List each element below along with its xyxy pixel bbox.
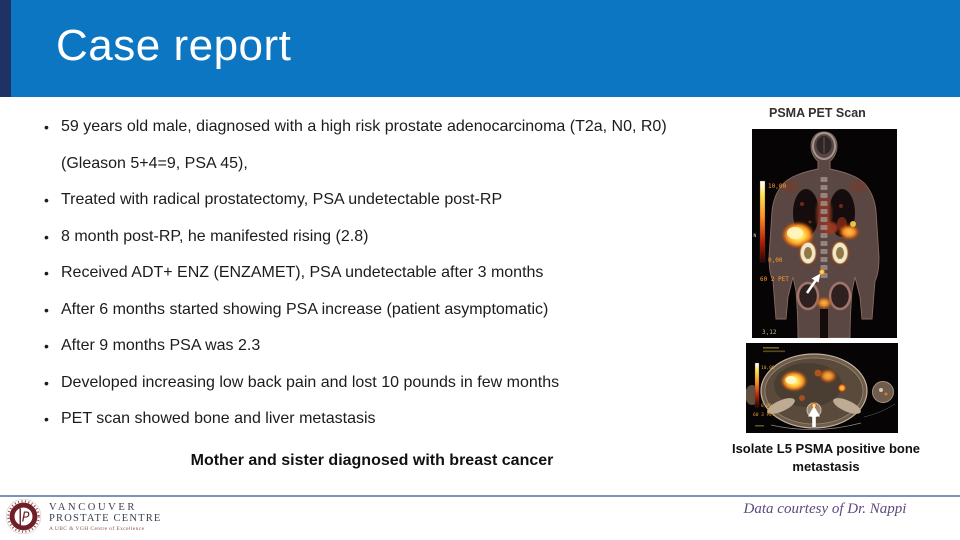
arm-cross-section <box>872 381 894 403</box>
svg-text:P: P <box>22 510 30 525</box>
bullet-item: Received ADT+ ENZ (ENZAMET), PSA undetec… <box>42 255 707 292</box>
vpc-logo: P VANCOUVER PROSTATE CENTRE A UBC & VGH … <box>5 498 162 535</box>
colorbar <box>754 362 760 408</box>
bullet-item: After 6 months started showing PSA incre… <box>42 292 707 329</box>
footer-rule <box>0 495 960 497</box>
pet-scan-axial-image: 10,00 0,00 60 3 PET <box>746 343 898 433</box>
bullet-item: Treated with radical prostatectomy, PSA … <box>42 182 707 219</box>
bullet-item: 59 years old male, diagnosed with a high… <box>42 109 707 182</box>
svg-text:10,00: 10,00 <box>768 183 786 190</box>
colorbar <box>759 180 766 263</box>
logo-seal-icon: P <box>5 498 42 535</box>
spine-column <box>820 177 828 278</box>
svg-text:60 3 PET: 60 3 PET <box>753 412 775 418</box>
accent-corner <box>0 0 11 97</box>
svg-text:0,00: 0,00 <box>768 257 783 264</box>
svg-text:3,12: 3,12 <box>762 329 777 336</box>
page-title: Case report <box>56 21 292 70</box>
svg-text:60 2 PET: 60 2 PET <box>760 276 789 283</box>
spleen-hotspot <box>838 224 860 240</box>
arrow-annotation-icon <box>805 273 821 294</box>
bullet-item: PET scan showed bone and liver metastasi… <box>42 401 707 438</box>
case-bullet-list: 59 years old male, diagnosed with a high… <box>42 109 707 438</box>
bladder-hotspot <box>816 297 832 309</box>
svg-text:10,00: 10,00 <box>761 365 775 371</box>
l5-metastasis-spot <box>819 269 825 275</box>
bullet-item: 8 month post-RP, he manifested rising (2… <box>42 219 707 256</box>
bullet-item: Developed increasing low back pain and l… <box>42 365 707 402</box>
pet-scan-coronal-image: 10,00 0,00 N 60 2 PET 3,12 <box>752 129 897 338</box>
logo-wordmark: VANCOUVER PROSTATE CENTRE A UBC & VGH Ce… <box>49 501 162 532</box>
arrow-annotation-icon <box>808 406 820 427</box>
bullet-item: After 9 months PSA was 2.3 <box>42 328 707 365</box>
scan-caption: Isolate L5 PSMA positive bone metastasis <box>731 441 921 474</box>
svg-text:0,00: 0,00 <box>761 403 772 409</box>
pet-scan-label: PSMA PET Scan <box>769 106 866 120</box>
emphasis-text: Mother and sister diagnosed with breast … <box>190 452 554 469</box>
credit-text: Data courtesy of Dr. Nappi <box>743 501 907 517</box>
svg-text:N: N <box>754 233 757 239</box>
title-bar <box>0 0 960 97</box>
